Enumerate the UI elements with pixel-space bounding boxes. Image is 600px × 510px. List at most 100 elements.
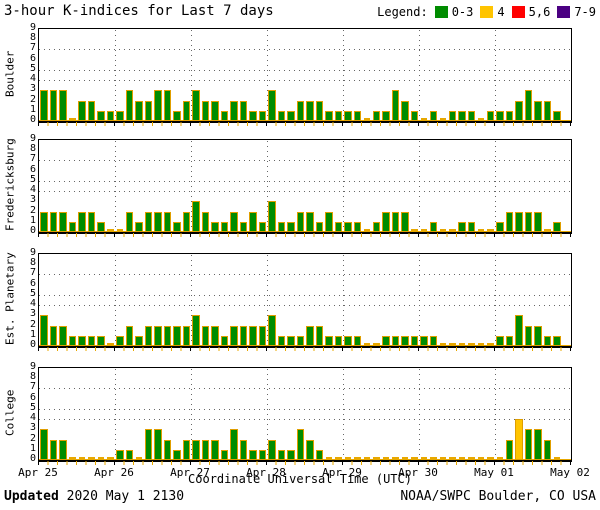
k-bar: [68, 221, 76, 232]
k-bar: [429, 221, 437, 232]
vgridline-day: [419, 368, 420, 460]
vgridline-day: [495, 29, 496, 121]
k-bar: [505, 335, 513, 346]
hgridline-k4: [39, 191, 571, 193]
k-bar: [154, 429, 162, 460]
updated-text: Updated 2020 May 1 2130: [4, 489, 184, 504]
y-tick-label: 1: [29, 442, 36, 454]
k-bar: [524, 90, 532, 121]
k-bar-zero: [392, 457, 399, 460]
y-tick-label: 6: [29, 277, 36, 289]
k-bar: [40, 90, 48, 121]
k-bar-zero: [477, 457, 484, 460]
k-bar-zero: [553, 457, 560, 460]
y-tick-label: 1: [29, 103, 36, 115]
k-bar: [287, 221, 295, 232]
k-bar: [268, 90, 276, 121]
y-tick-label: 1: [29, 214, 36, 226]
k-bar-zero: [373, 457, 380, 460]
hgridline-k7: [39, 274, 571, 276]
y-tick-label: 0: [29, 453, 36, 464]
k-bar: [258, 449, 266, 460]
legend-item-label: 0-3: [451, 5, 474, 19]
k-bar: [515, 315, 523, 346]
k-bar: [268, 201, 276, 232]
kindex-panel-est-planetary: [38, 253, 572, 348]
axis-tick-strip: [38, 347, 571, 351]
k-bar: [401, 211, 409, 232]
vgridline-day: [343, 254, 344, 346]
k-bar: [201, 100, 209, 121]
vgridline-day: [343, 140, 344, 232]
k-bar: [306, 325, 314, 346]
k-bar-zero: [373, 343, 380, 346]
y-tick-label: 5: [29, 401, 36, 413]
k-bar: [410, 335, 418, 346]
k-bar: [543, 335, 551, 346]
y-tick-label: 0: [29, 225, 36, 236]
vgridline-day: [495, 368, 496, 460]
k-bar-zero: [382, 457, 389, 460]
vgridline-day: [191, 254, 192, 346]
k-bar: [249, 110, 257, 121]
k-bar: [125, 90, 133, 121]
y-tick-label: 3: [29, 422, 36, 434]
y-tick-label: 8: [29, 143, 36, 155]
k-bar: [163, 325, 171, 346]
k-bar: [315, 221, 323, 232]
y-tick-label: 3: [29, 83, 36, 95]
kindex-panel-college: [38, 367, 572, 462]
k-bar: [344, 335, 352, 346]
k-bar: [467, 110, 475, 121]
k-bar: [553, 110, 561, 121]
k-bar: [163, 439, 171, 460]
k-bar-zero: [363, 343, 370, 346]
k-bar: [78, 211, 86, 232]
k-bar: [249, 211, 257, 232]
k-bar: [59, 90, 67, 121]
k-bar: [296, 211, 304, 232]
legend-swatch: [480, 6, 494, 18]
k-bar-zero: [468, 457, 475, 460]
k-bar: [239, 439, 247, 460]
k-bar: [135, 335, 143, 346]
y-tick-label: 7: [29, 267, 36, 279]
k-bar: [315, 325, 323, 346]
k-bar-zero: [363, 118, 370, 121]
vgridline-day: [343, 29, 344, 121]
k-bar: [49, 325, 57, 346]
k-bar: [458, 110, 466, 121]
k-bar: [334, 110, 342, 121]
k-bar: [543, 100, 551, 121]
y-tick-label: 5: [29, 62, 36, 74]
y-tick-label: 9: [29, 22, 36, 33]
baseline: [39, 345, 571, 346]
k-bar: [315, 100, 323, 121]
k-bar: [505, 211, 513, 232]
k-bar: [182, 439, 190, 460]
y-tick-label: 9: [29, 133, 36, 144]
k-bar-zero: [78, 457, 85, 460]
k-bar: [258, 110, 266, 121]
k-bar: [372, 221, 380, 232]
k-bar: [382, 335, 390, 346]
y-tick-label: 7: [29, 42, 36, 54]
k-bar: [201, 325, 209, 346]
vgridline-day: [267, 29, 268, 121]
vgridline-day: [115, 368, 116, 460]
hgridline-k4: [39, 305, 571, 307]
x-tick-label: Apr 26: [94, 466, 134, 479]
k-bar: [524, 325, 532, 346]
k-bar: [68, 335, 76, 346]
legend-item-label: 7-9: [574, 5, 596, 19]
hgridline-k4: [39, 419, 571, 421]
k-bar: [97, 221, 105, 232]
k-bar: [534, 100, 542, 121]
k-bar: [249, 449, 257, 460]
k-bar: [306, 100, 314, 121]
vgridline-day: [115, 254, 116, 346]
k-bar: [429, 110, 437, 121]
k-bar-zero: [439, 457, 446, 460]
k-bar: [211, 325, 219, 346]
k-bar: [268, 439, 276, 460]
